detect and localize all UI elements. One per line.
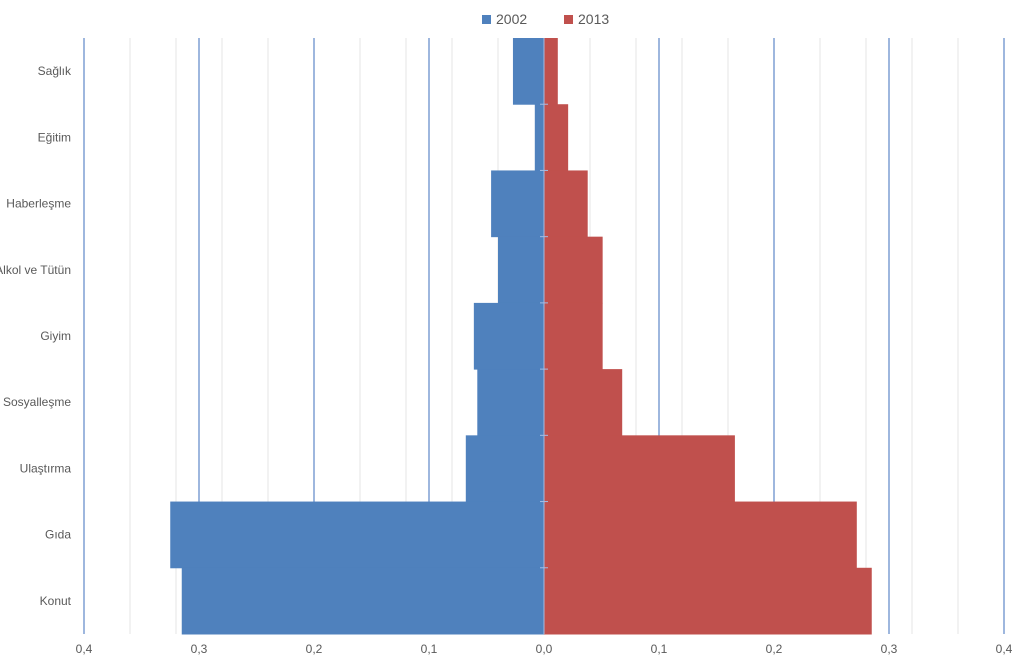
legend: 2002 2013 <box>482 11 609 27</box>
x-tick-label: 0,4 <box>76 642 93 656</box>
x-tick-label: 0,0 <box>536 642 553 656</box>
category-label: Sağlık <box>38 64 72 78</box>
category-label: Konut <box>40 594 72 608</box>
bar-2013-1 <box>544 104 569 171</box>
bar-2002-6 <box>465 435 544 503</box>
bar-2013-6 <box>544 435 735 503</box>
bars <box>170 38 872 635</box>
bar-2013-0 <box>544 38 558 105</box>
x-tick-label: 0,2 <box>766 642 783 656</box>
bar-2002-5 <box>477 369 544 436</box>
bar-2002-2 <box>491 170 544 238</box>
bar-2013-3 <box>544 236 603 304</box>
legend-swatch <box>564 15 573 24</box>
category-label: Haberleşme <box>6 197 71 211</box>
bar-2002-8 <box>181 567 544 635</box>
bar-2002-0 <box>512 38 544 105</box>
bar-2013-4 <box>544 302 603 370</box>
category-label: Giyim <box>40 329 71 343</box>
category-labels: Sağlık Eğitim Haberleşme Alkol ve Tütün Giyi… <box>0 64 72 608</box>
bar-2002-7 <box>170 501 544 569</box>
x-tick-label: 0,1 <box>651 642 668 656</box>
legend-item-2002: 2002 <box>482 11 527 27</box>
category-label: Gıda <box>45 528 71 542</box>
bar-2002-1 <box>534 104 544 171</box>
x-tick-label: 0,4 <box>996 642 1013 656</box>
x-tick-label: 0,1 <box>421 642 438 656</box>
category-label: Alkol ve Tütün <box>0 263 71 277</box>
x-tick-label: 0,2 <box>306 642 323 656</box>
bar-2013-7 <box>544 501 857 569</box>
bar-2002-3 <box>498 236 544 304</box>
legend-label: 2002 <box>496 11 527 27</box>
x-tick-label: 0,3 <box>881 642 898 656</box>
bar-2013-8 <box>544 567 872 635</box>
x-tick-labels: 0,4 0,3 0,2 0,1 0,0 0,1 0,2 0,3 0,4 <box>76 642 1013 656</box>
bar-2013-2 <box>544 170 588 238</box>
category-label: Sosyalleşme <box>3 395 71 409</box>
category-label: Eğitim <box>38 130 71 144</box>
legend-item-2013: 2013 <box>564 11 609 27</box>
x-tick-label: 0,3 <box>191 642 208 656</box>
center-axis <box>540 38 548 634</box>
legend-swatch <box>482 15 491 24</box>
bar-2002-4 <box>473 302 544 370</box>
bar-2013-5 <box>544 369 623 436</box>
legend-label: 2013 <box>578 11 609 27</box>
category-label: Ulaştırma <box>20 461 72 475</box>
